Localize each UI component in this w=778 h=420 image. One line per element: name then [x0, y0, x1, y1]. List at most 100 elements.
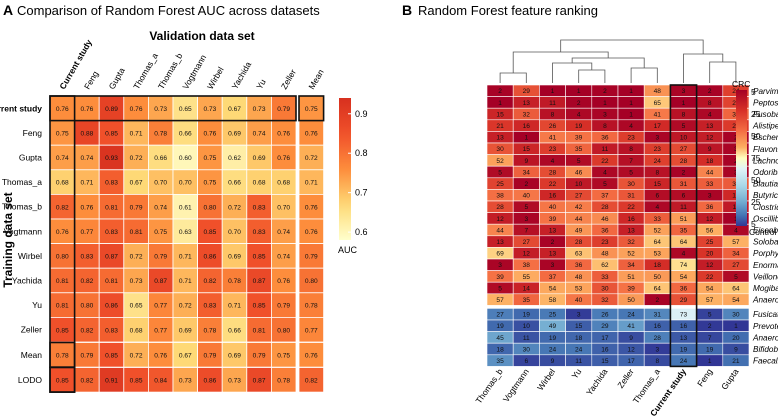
rank-value-label: 49	[575, 227, 583, 234]
auc-cell	[298, 367, 325, 393]
rank-value-label: 13	[549, 227, 557, 234]
auc-value-label: 0.87	[105, 254, 118, 261]
rank-value-label: 1	[708, 358, 712, 365]
auc-value-label: 0.67	[130, 180, 143, 187]
rank-value-label: 58	[549, 297, 557, 304]
auc-cell	[197, 144, 223, 171]
row-label: LODO	[18, 375, 42, 385]
rank-value-label: 37	[601, 193, 609, 200]
rank-value-label: 5	[734, 274, 738, 281]
rank-value-label: 7	[524, 227, 528, 234]
auc-value-label: 0.76	[56, 106, 69, 113]
auc-value-label: 0.76	[277, 155, 290, 162]
auc-value-label: 0.89	[105, 106, 118, 113]
auc-cell	[246, 243, 272, 269]
rank-value-label: 7	[629, 158, 633, 165]
auc-value-label: 0.76	[80, 106, 93, 113]
rank-value-label: 32	[601, 297, 609, 304]
rank-value-label: 27	[496, 312, 504, 319]
auc-value-label: 0.77	[305, 327, 318, 334]
auc-value-label: 0.79	[154, 254, 167, 261]
auc-cell	[123, 342, 149, 368]
auc-value-label: 0.85	[105, 131, 118, 138]
dendrogram-branch	[683, 53, 724, 83]
taxon-label: Prevotella	[753, 322, 778, 331]
auc-value-label: 0.65	[179, 106, 192, 113]
taxon-label: Fusobacterium	[753, 110, 778, 119]
rank-value-label: 3	[524, 216, 528, 223]
taxon-label: Anaerostipes	[752, 333, 778, 342]
rank-value-label: 23	[654, 146, 662, 153]
auc-value-label: 0.85	[56, 377, 69, 384]
auc-value-label: 0.71	[80, 180, 93, 187]
auc-value-label: 0.83	[253, 204, 266, 211]
auc-cell	[74, 316, 100, 343]
taxon-label: Escherichia	[753, 133, 778, 142]
rank-value-label: 46	[601, 216, 609, 223]
rank-value-label: 35	[680, 227, 688, 234]
rank-value-label: 14	[523, 285, 531, 292]
rank-value-label: 24	[654, 158, 662, 165]
rank-value-label: 23	[549, 146, 557, 153]
auc-value-label: 0.74	[277, 229, 290, 236]
rank-value-label: 56	[706, 227, 714, 234]
auc-value-label: 0.63	[179, 229, 192, 236]
rank-value-label: 23	[601, 239, 609, 246]
auc-cell	[197, 218, 223, 245]
rank-value-label: 20	[706, 251, 714, 258]
auc-value-label: 0.81	[253, 327, 266, 334]
auc-cell	[197, 193, 223, 220]
rank-value-label: 4	[603, 169, 607, 176]
colorbar-tick-label: 5	[751, 87, 756, 97]
rank-value-label: 16	[627, 216, 635, 223]
auc-cell	[246, 342, 272, 368]
auc-cell	[197, 292, 223, 318]
auc-value-label: 0.81	[56, 303, 69, 310]
rank-value-label: 12	[496, 216, 504, 223]
rank-value-label: 36	[575, 262, 583, 269]
auc-cell	[172, 292, 199, 318]
mean-current-highlight	[298, 95, 325, 122]
auc-value-label: 0.62	[228, 155, 241, 162]
rank-value-label: 2	[551, 239, 555, 246]
auc-value-label: 0.71	[179, 278, 192, 285]
dendrogram-branch	[578, 69, 606, 83]
rank-value-label: 8	[629, 146, 633, 153]
auc-value-label: 0.72	[130, 254, 143, 261]
taxon-label: Peptostreptococcus	[753, 98, 778, 107]
panel-a-title: Comparison of Random Forest AUC across d…	[17, 3, 320, 18]
auc-value-label: 0.68	[130, 327, 143, 334]
rank-value-label: 28	[575, 239, 583, 246]
auc-cell	[270, 367, 297, 393]
rank-value-label: 31	[627, 193, 635, 200]
column-label: Wirbel	[205, 65, 226, 91]
auc-cell	[270, 144, 297, 171]
auc-value-label: 0.79	[80, 352, 93, 359]
auc-value-label: 0.83	[105, 180, 118, 187]
rank-value-label: 35	[496, 358, 504, 365]
rank-value-label: 24	[549, 346, 557, 353]
auc-value-label: 0.85	[56, 327, 69, 334]
dendrogram-branch	[630, 67, 658, 83]
auc-cell	[74, 193, 100, 220]
auc-value-label: 0.87	[253, 377, 266, 384]
panel-b-letter: B	[402, 2, 412, 18]
colorbar-tick-label: 50	[751, 175, 761, 185]
rank-value-label: 16	[680, 323, 688, 330]
rank-value-label: 22	[601, 158, 609, 165]
auc-value-label: 0.74	[277, 254, 290, 261]
auc-value-label: 0.84	[154, 377, 167, 384]
auc-value-label: 0.79	[305, 254, 318, 261]
rank-value-label: 48	[575, 274, 583, 281]
rank-value-label: 40	[575, 297, 583, 304]
rank-value-label: 39	[496, 274, 504, 281]
row-label: Thomas_a	[2, 177, 42, 187]
auc-value-label: 0.80	[277, 327, 290, 334]
rank-value-label: 2	[603, 88, 607, 95]
rank-value-label: 22	[706, 274, 714, 281]
colorbar-tick-label: 0.6	[355, 227, 368, 237]
rank-value-label: 30	[601, 285, 609, 292]
auc-value-label: 0.60	[179, 155, 192, 162]
rank-value-label: 37	[549, 274, 557, 281]
auc-cell	[98, 267, 125, 294]
